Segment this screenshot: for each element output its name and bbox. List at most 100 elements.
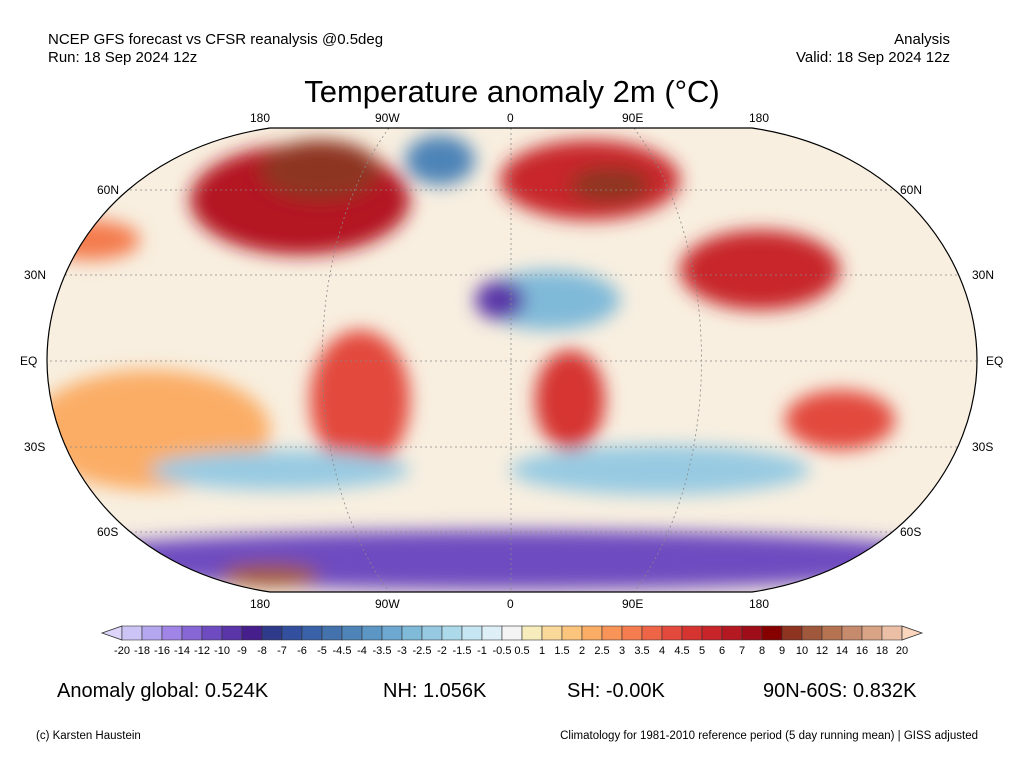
colorbar-tick-label: 12: [815, 645, 829, 657]
colorbar-tick-label: 3.5: [634, 645, 650, 657]
lon-label-180e-top: 180: [749, 111, 770, 125]
colorbar-segment: [741, 625, 763, 641]
colorbar-tick-label: -14: [174, 645, 190, 657]
colorbar-tick-label: -3: [397, 645, 407, 657]
colorbar-tick-label: -7: [277, 645, 287, 657]
colorbar-tick-label: 4.5: [674, 645, 690, 657]
colorbar-segment: [501, 625, 523, 641]
colorbar-segment: [261, 625, 283, 641]
colorbar-tick-label: 4: [658, 645, 666, 657]
colorbar-tick-label: -9: [237, 645, 247, 657]
southern-africa-warm-region: [535, 350, 605, 450]
colorbar-segment: [181, 625, 203, 641]
anomaly-map: [46, 127, 978, 593]
lon-label-180-bottom: 180: [250, 597, 271, 611]
map-border: [46, 127, 978, 593]
colorbar-tick-label: 16: [855, 645, 869, 657]
arctic-anomaly-stat: 90N-60S: 0.832K: [763, 680, 917, 702]
colorbar-tick-label: -8: [257, 645, 267, 657]
lat-label-eq-left: EQ: [20, 354, 38, 368]
lon-label-90e-top: 90E: [622, 111, 644, 125]
russia-hot-region: [570, 167, 650, 203]
antarctica-warm-patch: [220, 563, 320, 587]
colorbar-segment: [861, 625, 883, 641]
graticule: [47, 128, 977, 592]
lon-label-90w-bottom: 90W: [375, 597, 400, 611]
colorbar-tick-label: 2.5: [594, 645, 610, 657]
colorbar-tick-label: -16: [154, 645, 170, 657]
nh-anomaly-stat: NH: 1.056K: [383, 680, 487, 702]
map-title: Temperature anomaly 2m (°C): [304, 74, 720, 109]
lon-label-180-top: 180: [250, 111, 271, 125]
analysis-label: Analysis: [894, 31, 950, 48]
colorbar-segment: [381, 625, 403, 641]
china-warm-region: [680, 230, 840, 310]
colorbar-segment: [561, 625, 583, 641]
colorbar-segment: [221, 625, 243, 641]
lat-label-30s-right: 30S: [972, 440, 994, 454]
southern-ocean-cool-band-west: [150, 450, 410, 490]
lat-label-30n-right: 30N: [972, 268, 995, 282]
colorbar-segment: [201, 625, 223, 641]
colorbar-segment: [521, 625, 543, 641]
antarctica-cold-region: [47, 530, 977, 590]
colorbar-tick-label: 1.5: [554, 645, 570, 657]
colorbar-segment: [841, 625, 863, 641]
global-anomaly-stat: Anomaly global: 0.524K: [57, 680, 269, 702]
colorbar-tick-label: -4: [357, 645, 367, 657]
lat-label-60s-right: 60S: [900, 525, 922, 539]
colorbar-tick-label: 20: [895, 645, 909, 657]
colorbar-low-arrow: [100, 625, 123, 641]
colorbar-tick-label: 2: [578, 645, 586, 657]
colorbar-segment: [481, 625, 503, 641]
run-time-label: Run: 18 Sep 2024 12z: [48, 49, 198, 66]
lat-label-30n-left: 30N: [24, 268, 47, 282]
colorbar-segment: [301, 625, 323, 641]
colorbar-segment: [241, 625, 263, 641]
colorbar-tick-label: -2: [437, 645, 447, 657]
lat-label-30s-left: 30S: [24, 440, 46, 454]
south-america-warm-region: [310, 330, 410, 470]
lon-label-0-bottom: 0: [507, 597, 514, 611]
lon-label-0-top: 0: [507, 111, 514, 125]
colorbar-high-arrow: [901, 625, 924, 641]
climatology-note: Climatology for 1981-2010 reference peri…: [560, 730, 978, 742]
colorbar-segment: [321, 625, 343, 641]
colorbar-segment: [401, 625, 423, 641]
lat-label-eq-right: EQ: [986, 354, 1004, 368]
pacific-warm-region: [47, 220, 140, 260]
lon-label-180e-bottom: 180: [749, 597, 770, 611]
colorbar-segment: [681, 625, 703, 641]
colorbar-tick-label: 14: [835, 645, 849, 657]
colorbar-tick-label: -18: [134, 645, 150, 657]
colorbar-tick-label: -6: [297, 645, 307, 657]
colorbar-segment: [121, 625, 143, 641]
lat-label-60n-left: 60N: [97, 183, 120, 197]
colorbar-tick-label: -3.5: [372, 645, 392, 657]
southern-ocean-cool-band: [510, 445, 810, 495]
colorbar-tick-label: 7: [738, 645, 746, 657]
colorbar-segment: [461, 625, 483, 641]
colorbar-segment: [701, 625, 723, 641]
colorbar-tick-label: 8: [758, 645, 766, 657]
credit-label: (c) Karsten Haustein: [36, 730, 141, 742]
lat-label-60s-left: 60S: [97, 525, 119, 539]
colorbar-segment: [361, 625, 383, 641]
sh-anomaly-stat: SH: -0.00K: [567, 680, 665, 702]
colorbar-tick-label: -20: [114, 645, 130, 657]
lon-label-90w-top: 90W: [375, 111, 400, 125]
colorbar-tick-label: -10: [214, 645, 230, 657]
colorbar-segment: [621, 625, 643, 641]
colorbar-tick-label: -1.5: [452, 645, 472, 657]
canada-hot-region: [260, 140, 380, 200]
colorbar-segment: [881, 625, 903, 641]
colorbar-tick-label: -0.5: [492, 645, 512, 657]
colorbar: [100, 625, 924, 641]
colorbar-segment: [161, 625, 183, 641]
colorbar-tick-label: -5: [317, 645, 327, 657]
colorbar-tick-label: 10: [795, 645, 809, 657]
colorbar-segment: [581, 625, 603, 641]
colorbar-tick-label: 5: [698, 645, 706, 657]
colorbar-segment: [721, 625, 743, 641]
colorbar-tick-label: 9: [778, 645, 786, 657]
